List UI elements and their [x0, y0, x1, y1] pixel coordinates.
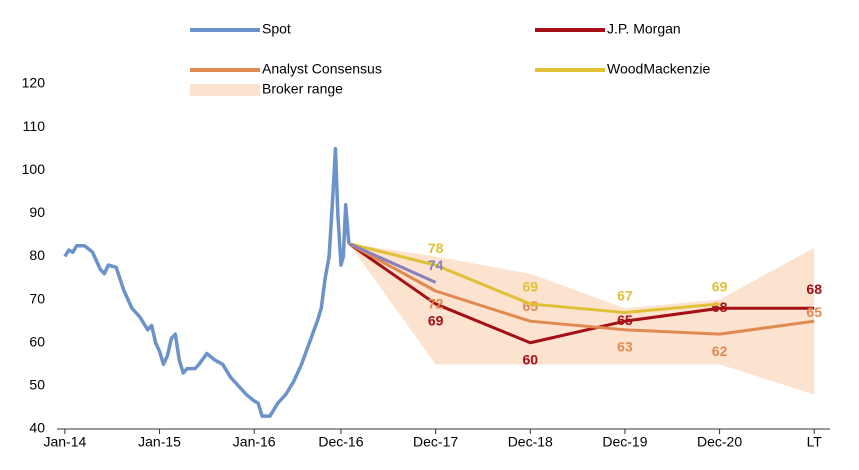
- y-tick-label: 60: [29, 333, 45, 349]
- legend-label: J.P. Morgan: [607, 21, 681, 37]
- data-label: 78: [428, 240, 444, 256]
- series-line: [348, 242, 815, 336]
- x-tick-label: Jan-15: [138, 434, 181, 450]
- data-label: 65: [806, 304, 822, 320]
- data-label: 65: [617, 312, 633, 328]
- y-tick-label: 120: [22, 75, 46, 91]
- data-label: 67: [617, 287, 633, 303]
- legend-swatch: [190, 84, 260, 96]
- data-label: 60: [522, 351, 538, 367]
- data-label: 62: [712, 343, 728, 359]
- legend-label: Broker range: [262, 81, 343, 97]
- y-tick-label: 90: [29, 204, 45, 220]
- x-tick-label: Dec-18: [508, 434, 553, 450]
- legend-label: Spot: [262, 21, 291, 37]
- data-label: 68: [712, 299, 728, 315]
- series-line: [348, 242, 720, 315]
- data-label: 63: [617, 339, 633, 355]
- series-line: [63, 146, 351, 418]
- data-label: 69: [522, 279, 538, 295]
- data-label: 69: [428, 313, 444, 329]
- x-tick-label: Dec-19: [602, 434, 647, 450]
- x-tick-label: Dec-16: [318, 434, 363, 450]
- legend-label: WoodMackenzie: [607, 61, 710, 77]
- x-tick-label: Dec-20: [697, 434, 742, 450]
- x-tick-label: Jan-16: [233, 434, 276, 450]
- series-line: [347, 242, 815, 345]
- y-tick-label: 80: [29, 247, 45, 263]
- y-tick-label: 40: [29, 420, 45, 436]
- data-label: 69: [712, 279, 728, 295]
- y-tick-label: 70: [29, 290, 45, 306]
- data-label: 68: [806, 281, 822, 297]
- y-tick-label: 100: [22, 161, 46, 177]
- x-tick-label: Jan-14: [43, 434, 86, 450]
- x-tick-label: LT: [807, 434, 823, 450]
- y-tick-label: 50: [29, 377, 45, 393]
- broker-range-area: [348, 243, 815, 395]
- data-label: 74: [428, 257, 444, 273]
- x-tick-label: Dec-17: [413, 434, 458, 450]
- legend-label: Analyst Consensus: [262, 61, 382, 77]
- series-line: [348, 242, 437, 284]
- data-label: 72: [428, 296, 444, 312]
- y-tick-label: 110: [23, 118, 46, 134]
